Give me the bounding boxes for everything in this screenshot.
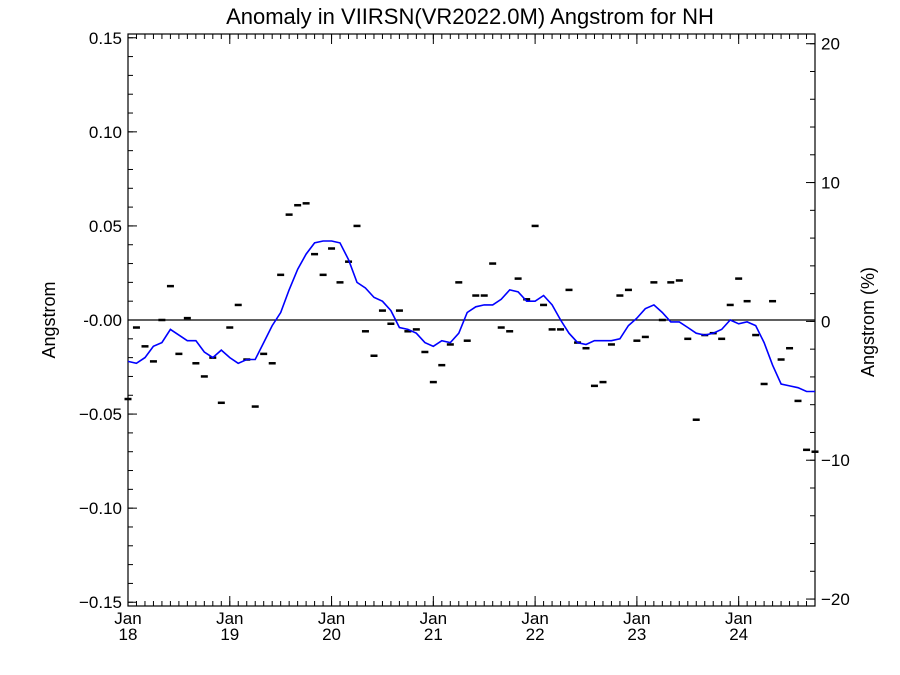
smoothed-line xyxy=(127,240,815,393)
smoothed-line-series xyxy=(127,240,815,393)
y-tick-label-left: 0.15 xyxy=(89,29,122,48)
y-axis-label-left: Angstrom xyxy=(39,281,59,358)
x-tick-label-year: 20 xyxy=(322,625,341,644)
x-tick-label-year: 24 xyxy=(729,625,748,644)
x-tick-label-month: Jan xyxy=(318,609,345,628)
x-tick-label-month: Jan xyxy=(623,609,650,628)
x-tick-label-year: 19 xyxy=(220,625,239,644)
y-tick-label-right: −10 xyxy=(821,451,850,470)
x-tick-label-year: 21 xyxy=(424,625,443,644)
x-tick-label-year: 18 xyxy=(119,625,138,644)
y-tick-label-left: −0.15 xyxy=(79,593,122,612)
x-tick-label-month: Jan xyxy=(420,609,447,628)
left-y-axis: 0.15 0.10 0.05 -0.00 −0.05 −0.10 −0.15 xyxy=(79,29,137,612)
y-tick-label-right: 20 xyxy=(821,35,840,54)
y-tick-label-right: −20 xyxy=(821,590,850,609)
y-tick-label-right: 0 xyxy=(821,312,830,331)
y-tick-label-right: 10 xyxy=(821,174,840,193)
x-tick-label-month: Jan xyxy=(725,609,752,628)
y-axis-label-right: Angstrom (%) xyxy=(858,267,878,377)
monthly-marks-series xyxy=(124,202,819,453)
y-tick-label-left: −0.05 xyxy=(79,405,122,424)
x-tick-label-month: Jan xyxy=(216,609,243,628)
y-tick-label-left: 0.05 xyxy=(89,217,122,236)
y-tick-label-left: -0.00 xyxy=(83,311,122,330)
right-y-axis: 20 10 0 −10 −20 xyxy=(806,35,850,609)
x-tick-label-month: Jan xyxy=(114,609,141,628)
x-tick-label-month: Jan xyxy=(521,609,548,628)
y-tick-label-left: −0.10 xyxy=(79,499,122,518)
chart-title: Anomaly in VIIRSN(VR2022.0M) Angstrom fo… xyxy=(226,4,714,29)
x-tick-label-year: 22 xyxy=(526,625,545,644)
y-tick-label-left: 0.10 xyxy=(89,123,122,142)
x-tick-label-year: 23 xyxy=(627,625,646,644)
